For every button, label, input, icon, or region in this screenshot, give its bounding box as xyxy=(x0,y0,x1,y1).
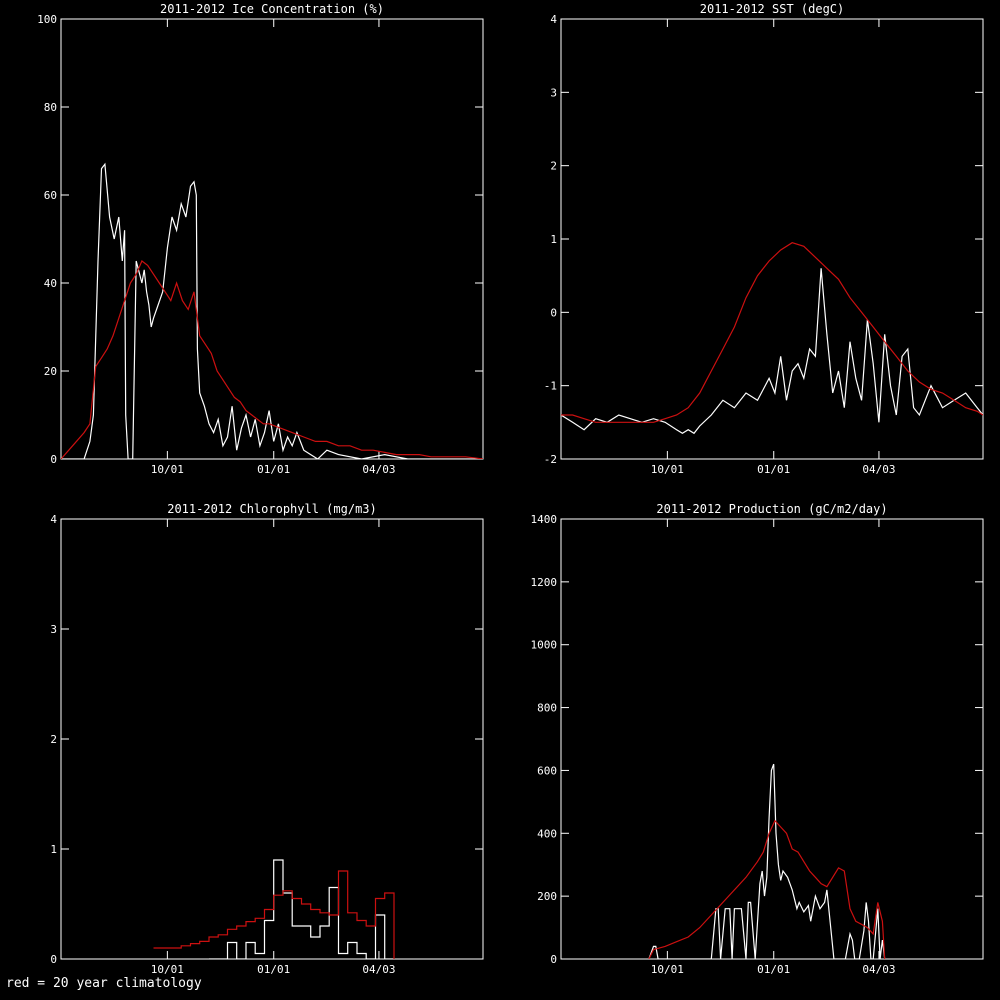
panel-4-observed-line xyxy=(648,763,886,959)
panel-1-ytick-label: 100 xyxy=(37,13,57,26)
panel-2-axes-frame xyxy=(560,18,984,460)
panel-2-ytick-label: -1 xyxy=(544,380,557,393)
panel-2-xtick-label: 01/01 xyxy=(757,463,790,476)
panel-2-ytick-label: -2 xyxy=(544,453,557,466)
panel-4-climatology-line xyxy=(648,819,886,959)
panel-4-ytick-label: 400 xyxy=(537,827,557,840)
panel-2-xtick-label: 10/01 xyxy=(651,463,684,476)
panel-4-ytick-label: 1000 xyxy=(531,639,558,652)
panel-3-ytick-label: 4 xyxy=(50,513,57,526)
panel-3-xtick-label: 01/01 xyxy=(257,963,290,976)
panel-2-ytick-label: 1 xyxy=(550,233,557,246)
panel-4-ytick-label: 1400 xyxy=(531,513,558,526)
panel-3-ytick-label: 2 xyxy=(50,733,57,746)
panel-2-ytick-label: 3 xyxy=(550,86,557,99)
panel-1-climatology-line xyxy=(61,260,483,459)
panel-2-climatology-line xyxy=(561,242,983,423)
panel-1-ytick-label: 20 xyxy=(44,365,57,378)
footnote-climatology-legend: red = 20 year climatology xyxy=(6,976,202,991)
panel-1-observed-line xyxy=(61,162,483,459)
panel-1-xtick-label: 01/01 xyxy=(257,463,290,476)
panel-2-ytick-label: 0 xyxy=(550,306,557,319)
panel-2-ytick-label: 2 xyxy=(550,160,557,173)
panel-1-xtick-label: 10/01 xyxy=(151,463,184,476)
panel-4-xtick-label: 10/01 xyxy=(651,963,684,976)
panel-3-ytick-label: 0 xyxy=(50,953,57,966)
panel-1-xtick-label: 04/03 xyxy=(362,463,395,476)
panel-4-xtick-label: 01/01 xyxy=(757,963,790,976)
panel-2-observed-line xyxy=(561,268,983,435)
panel-2-title: 2011-2012 SST (degC) xyxy=(700,2,845,16)
panel-1-ytick-label: 80 xyxy=(44,101,57,114)
panel-1-ytick-label: 60 xyxy=(44,189,57,202)
panel-4-ytick-label: 0 xyxy=(550,953,557,966)
panel-1-axes-frame xyxy=(60,18,484,460)
panel-3-axes-frame xyxy=(60,518,484,960)
panel-2-xtick-label: 04/03 xyxy=(862,463,895,476)
panel-3-xtick-label: 10/01 xyxy=(151,963,184,976)
panel-2-ytick-label: 4 xyxy=(550,13,557,26)
panel-3-title: 2011-2012 Chlorophyll (mg/m3) xyxy=(167,502,377,516)
panel-3-ytick-label: 3 xyxy=(50,623,57,636)
panel-1-title: 2011-2012 Ice Concentration (%) xyxy=(160,2,384,16)
panel-1-2011-2012-ice-concentration: 2011-2012 Ice Concentration (%) 0 20 40 60 80… xyxy=(37,2,484,476)
panel-3-climatology-line xyxy=(153,870,395,959)
panel-3-ytick-label: 1 xyxy=(50,843,57,856)
panel-4-ytick-label: 600 xyxy=(537,764,557,777)
panel-1-ytick-label: 40 xyxy=(44,277,57,290)
panel-4-title: 2011-2012 Production (gC/m2/day) xyxy=(656,502,887,516)
panel-4-ytick-label: 1200 xyxy=(531,576,558,589)
panel-4-ytick-label: 800 xyxy=(537,702,557,715)
panel-3-observed-line xyxy=(209,859,394,959)
panel-2-2011-2012-sst-degc: 2011-2012 SST (degC) -2 -1 0 1 2 3 4 10/01 01/01 0… xyxy=(544,2,984,476)
panel-3-2011-2012-chlorophyll-mg-m3: 2011-2012 Chlorophyll (mg/m3) 0 1 2 3 4 10/01 0… xyxy=(50,502,484,976)
panel-4-ytick-label: 200 xyxy=(537,890,557,903)
panel-3-xtick-label: 04/03 xyxy=(362,963,395,976)
panel-4-xtick-label: 04/03 xyxy=(862,963,895,976)
panel-4-2011-2012-production-gc-m2-day: 2011-2012 Production (gC/m2/day) 0 200 400 6… xyxy=(531,502,984,976)
panel-4-axes-frame xyxy=(560,518,984,960)
panel-1-ytick-label: 0 xyxy=(50,453,57,466)
